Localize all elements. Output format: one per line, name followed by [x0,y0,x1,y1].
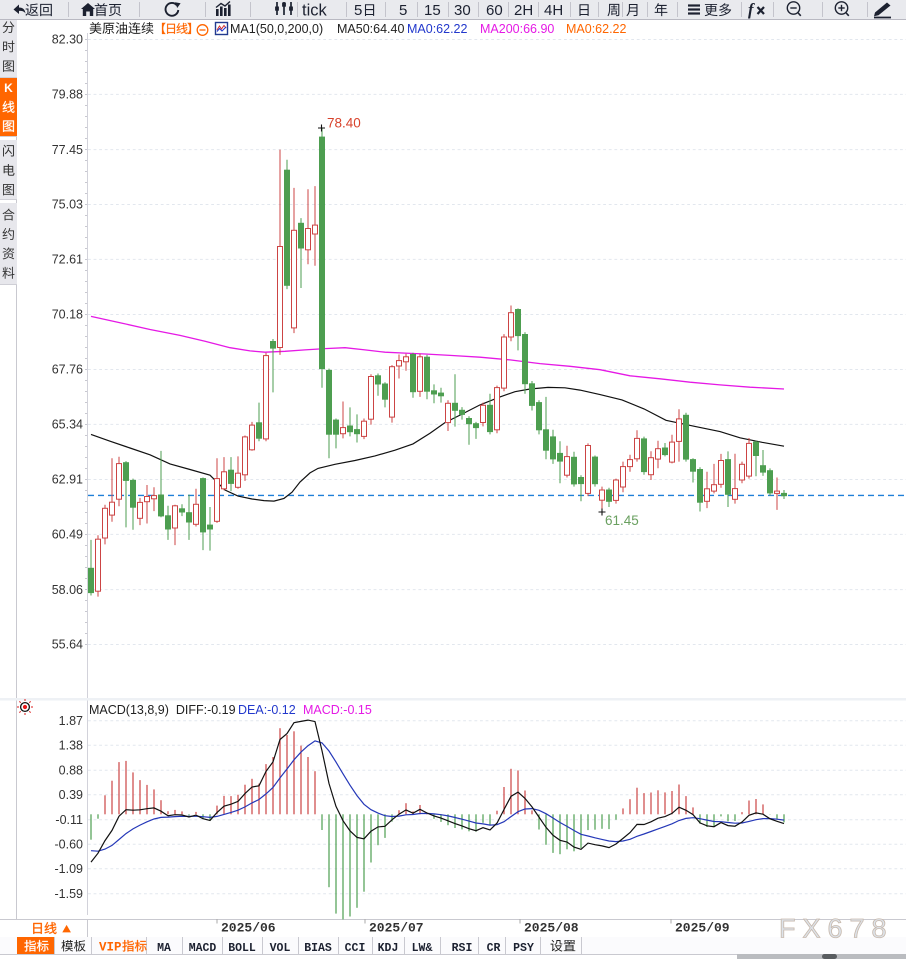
svg-text:MA200:66.90: MA200:66.90 [480,22,554,36]
svg-text:1.38: 1.38 [59,739,83,753]
svg-text:KDJ: KDJ [378,942,399,955]
svg-text:65.34: 65.34 [52,418,83,432]
svg-text:75.03: 75.03 [52,198,83,212]
svg-text:0.88: 0.88 [59,764,83,778]
svg-text:82.30: 82.30 [52,33,83,47]
svg-text:-0.60: -0.60 [55,838,84,852]
svg-text:MACD:-0.15: MACD:-0.15 [303,703,372,717]
svg-text:60: 60 [486,2,503,19]
svg-text:-1.09: -1.09 [55,862,84,876]
svg-text:MA0:62.22: MA0:62.22 [566,22,627,36]
svg-text:78.40: 78.40 [327,116,361,131]
svg-text:55.64: 55.64 [52,638,83,652]
svg-text:FX678: FX678 [779,914,894,944]
svg-text:RSI: RSI [452,942,473,955]
svg-text:MA0:62.22: MA0:62.22 [407,22,468,36]
svg-text:70.18: 70.18 [52,308,83,322]
svg-text:K: K [4,81,13,95]
svg-text:MA: MA [157,942,171,955]
svg-text:2H: 2H [514,2,533,19]
svg-text:5: 5 [354,2,362,19]
svg-text:MA1(50,0,200,0): MA1(50,0,200,0) [230,22,323,36]
svg-text:MA50:64.40: MA50:64.40 [337,22,404,36]
svg-text:2025/09: 2025/09 [675,921,730,936]
svg-text:58.06: 58.06 [52,583,83,597]
svg-text:LW&: LW& [412,942,433,955]
svg-text:15: 15 [424,2,441,19]
svg-text:79.88: 79.88 [52,88,83,102]
svg-text:5: 5 [399,2,407,19]
svg-text:62.91: 62.91 [52,473,83,487]
svg-text:72.61: 72.61 [52,253,83,267]
svg-text:67.76: 67.76 [52,363,83,377]
svg-text:1.87: 1.87 [59,714,83,728]
svg-text:60.49: 60.49 [52,528,83,542]
svg-text:BOLL: BOLL [228,942,256,955]
svg-text:tick: tick [302,2,328,20]
svg-text:-0.11: -0.11 [55,813,83,827]
svg-text:2025/08: 2025/08 [524,921,579,936]
svg-text:4H: 4H [544,2,563,19]
svg-text:MACD: MACD [189,942,217,955]
svg-text:0.39: 0.39 [59,788,83,802]
svg-text:2025/07: 2025/07 [369,921,424,936]
svg-text:VIP: VIP [99,941,122,955]
svg-text:PSY: PSY [513,942,534,955]
svg-text:DEA:-0.12: DEA:-0.12 [238,703,296,717]
svg-text:CCI: CCI [345,942,366,955]
svg-text:-1.59: -1.59 [55,887,84,901]
svg-text:2025/06: 2025/06 [221,921,276,936]
svg-text:f: f [748,0,755,19]
svg-text:CR: CR [487,942,501,955]
svg-text:BIAS: BIAS [304,942,332,955]
svg-text:30: 30 [454,2,471,19]
svg-text:MACD(13,8,9) DIFF:-0.19: MACD(13,8,9) DIFF:-0.19 [89,703,236,717]
svg-text:61.45: 61.45 [605,513,639,528]
svg-text:77.45: 77.45 [52,143,83,157]
svg-text:VOL: VOL [270,942,291,955]
